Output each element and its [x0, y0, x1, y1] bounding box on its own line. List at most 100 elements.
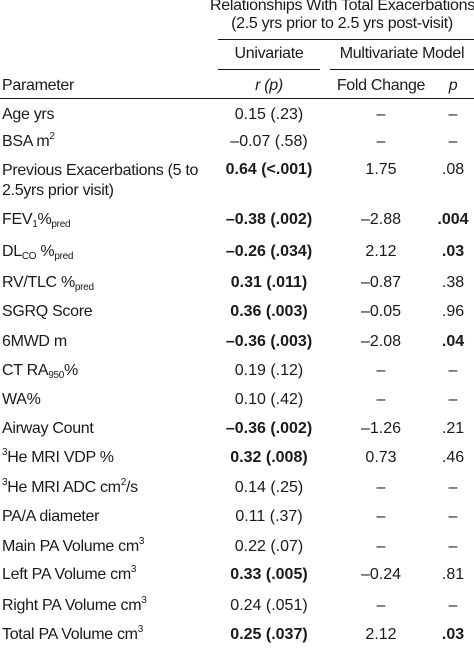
subscript: pred [54, 251, 74, 262]
table-row: WA% 0.10 (.42) – – [0, 385, 474, 415]
r-p-value: –0.36 (.003) [225, 333, 313, 350]
parameter-label: Previous Exacerbations (5 to 2.5yrs prior… [2, 161, 198, 201]
parameter-label: 3He MRI ADC cm2/s [2, 477, 138, 497]
parameter-text: DL [2, 243, 22, 260]
fold-change-value: – [376, 362, 386, 379]
fold-change-value: –0.05 [360, 303, 402, 320]
parameter-text: CT RA [2, 362, 49, 379]
table-row: Left PA Volume cm3 0.33 (.005) –0.24 .81 [0, 560, 474, 590]
fold-change-value: –2.88 [360, 211, 402, 228]
parameter-label: SGRQ Score [2, 303, 93, 321]
fold-change-value: – [376, 508, 386, 525]
parameter-text: Airway Count [2, 420, 94, 437]
r-p-value: 0.33 (.005) [230, 566, 308, 583]
fold-change-value: –1.26 [360, 420, 402, 437]
table-row: 6MWD m –0.36 (.003) –2.08 .04 [0, 327, 474, 357]
fold-change-value: 2.12 [365, 243, 397, 260]
parameter-text: WA% [2, 391, 41, 408]
fold-change-value: 1.75 [365, 161, 397, 178]
subscript: 1 [32, 219, 38, 230]
parameter-label: Age yrs [2, 106, 54, 124]
parameter-label: PA/A diameter [2, 508, 99, 526]
p-value: – [448, 538, 458, 555]
parameter-label: WA% [2, 391, 41, 409]
univariate-rule [218, 69, 320, 70]
p-value: – [448, 106, 458, 123]
table-row: RV/TLC %pred 0.31 (.011) –0.87 .38 [0, 268, 474, 298]
fold-change-value: –0.24 [360, 566, 402, 583]
p-value: – [448, 391, 458, 408]
parameter-label: 3He MRI VDP % [2, 447, 114, 467]
parameter-label: BSA m2 [2, 132, 55, 151]
table-row: Previous Exacerbations (5 to 2.5yrs prior… [0, 158, 474, 204]
parameter-text: He MRI ADC cm [7, 479, 121, 496]
r-p-value: 0.31 (.011) [230, 274, 308, 291]
p-value: – [448, 508, 458, 525]
multivariate-header: Multivariate Model [339, 45, 465, 62]
parameter-text: /s [125, 479, 138, 496]
parameter-label: 6MWD m [2, 333, 67, 351]
superscript: 2 [120, 477, 127, 488]
superscript: 3 [130, 564, 137, 575]
p-value: .08 [441, 161, 465, 178]
table-row: SGRQ Score 0.36 (.003) –0.05 .96 [0, 297, 474, 327]
header-rule-top [218, 39, 474, 40]
r-p-value: 0.36 (.003) [230, 303, 308, 320]
superscript: 3 [2, 477, 8, 488]
p-value: .03 [441, 626, 465, 643]
fold-change-value: –0.87 [360, 274, 402, 291]
r-p-value: 0.25 (.037) [230, 626, 308, 643]
parameter-text: Previous Exacerbations (5 to [2, 162, 199, 179]
r-p-value: –0.36 (.002) [225, 420, 313, 437]
r-p-value: 0.15 (.23) [234, 106, 304, 123]
table-row: Total PA Volume cm3 0.25 (.037) 2.12 .03 [0, 620, 474, 650]
parameter-text: 6MWD m [2, 333, 67, 350]
group-title-line-2: (2.5 yrs prior to 2.5 yrs post-visit) [231, 15, 453, 32]
parameter-label: DLCO %pred [2, 243, 74, 262]
p-value: – [448, 479, 458, 496]
parameter-label: Main PA Volume cm3 [2, 537, 144, 556]
fold-change-value: – [376, 538, 386, 555]
parameter-text: BSA m [2, 133, 50, 150]
subscript: pred [74, 282, 94, 293]
parameter-text: 2.5yrs prior visit) [2, 182, 114, 199]
superscript: 3 [137, 624, 144, 635]
table-row: PA/A diameter 0.11 (.37) – – [0, 502, 474, 532]
r-p-value: –0.38 (.002) [225, 211, 313, 228]
superscript: 3 [2, 447, 8, 458]
parameter-text: Total PA Volume cm [2, 626, 138, 643]
parameter-label: Left PA Volume cm3 [2, 564, 137, 584]
fold-change-value: – [376, 391, 386, 408]
parameter-header: Parameter [2, 77, 74, 94]
fold-change-value: – [376, 133, 386, 150]
parameter-text: Main PA Volume cm [2, 538, 139, 555]
p-value: – [448, 362, 458, 379]
superscript: 3 [141, 595, 147, 606]
p-value: – [448, 597, 458, 614]
parameter-text: % [64, 362, 78, 379]
fold-change-value: – [376, 479, 386, 496]
parameter-text: PA/A diameter [2, 508, 100, 525]
r-p-value: 0.32 (.008) [230, 449, 308, 466]
multivariate-rule [330, 69, 474, 70]
p-value: .04 [441, 333, 465, 350]
parameter-label: RV/TLC %pred [2, 274, 94, 293]
fold-change-value: 2.12 [365, 626, 397, 643]
fold-change-header: Fold Change [336, 77, 426, 94]
parameter-text: Right PA Volume cm [2, 597, 142, 614]
parameter-label: FEV1%pred [2, 211, 71, 230]
r-p-value: –0.26 (.034) [225, 243, 313, 260]
parameter-text: FEV [2, 211, 33, 228]
univariate-header: Univariate [234, 45, 304, 62]
r-p-value: 0.19 (.12) [234, 362, 304, 379]
subscript: 950 [48, 370, 65, 381]
subscript: pred [51, 219, 71, 230]
r-p-value: 0.14 (.25) [234, 479, 304, 496]
r-p-value: 0.64 (<.001) [225, 161, 313, 178]
r-p-value: –0.07 (.58) [230, 133, 308, 150]
parameter-text: Age yrs [2, 106, 55, 123]
table-row: 3He MRI ADC cm2/s 0.14 (.25) – – [0, 473, 474, 503]
p-value: .81 [441, 566, 465, 583]
header-rule-bottom [0, 98, 474, 99]
